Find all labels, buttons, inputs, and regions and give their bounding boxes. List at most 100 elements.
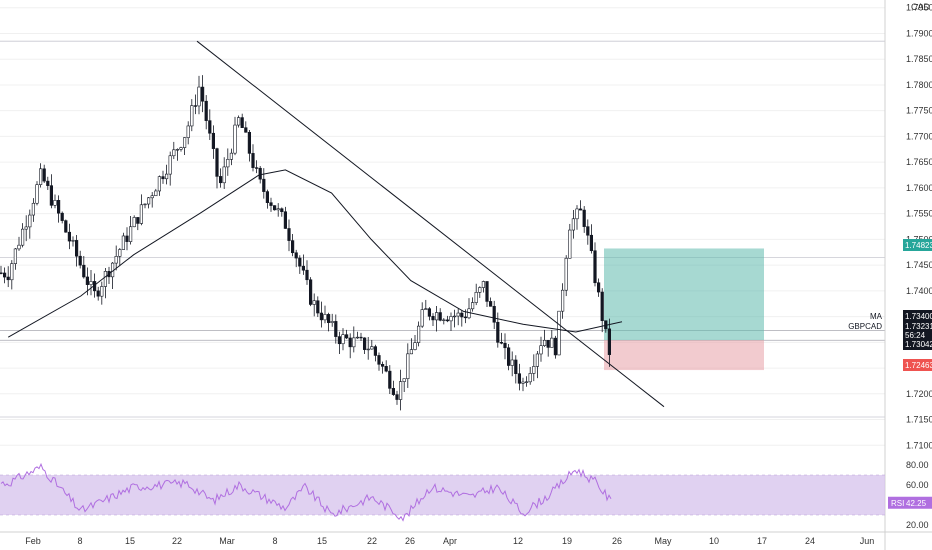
candle <box>96 290 100 297</box>
loss-zone <box>604 340 764 371</box>
candle <box>42 168 46 182</box>
candle <box>496 321 500 343</box>
candle <box>139 204 144 224</box>
candle <box>535 353 539 367</box>
candle <box>31 202 35 216</box>
candles <box>0 75 611 411</box>
candle <box>431 316 435 321</box>
candle <box>467 308 471 319</box>
candle <box>391 388 396 395</box>
candle <box>125 235 129 242</box>
candle <box>150 195 154 199</box>
candle <box>449 316 453 322</box>
date-tick-label: Apr <box>443 536 457 546</box>
candle <box>470 302 475 310</box>
price-tick-label: 1.78000 <box>906 80 932 90</box>
profit-zone <box>604 248 764 341</box>
candle <box>503 342 507 349</box>
candle <box>28 214 32 228</box>
candle <box>208 120 212 134</box>
candle <box>373 346 378 356</box>
price-tag-value: 1.73231 <box>905 322 932 331</box>
position-box <box>604 248 764 371</box>
candle <box>64 220 68 233</box>
candle <box>532 366 536 374</box>
candle <box>582 209 586 227</box>
candle <box>438 312 442 321</box>
candle <box>308 279 313 305</box>
price-tag-label: MA <box>870 312 883 321</box>
candle <box>424 308 428 310</box>
price-tick-label: 1.71500 <box>906 415 932 425</box>
candle <box>499 342 504 344</box>
date-tick-label: 22 <box>367 536 377 546</box>
candle <box>442 319 446 321</box>
candle <box>265 191 270 203</box>
date-tick-label: 8 <box>272 536 277 546</box>
price-tags: 1.74823 MA 1.73400 GBPCAD 1.7323156:241.7304… <box>848 239 932 371</box>
candle <box>157 176 162 192</box>
candle <box>244 127 248 133</box>
candle <box>481 281 486 288</box>
candle <box>463 316 468 319</box>
price-tag-value: 1.74823 <box>905 241 932 250</box>
candle <box>175 149 180 151</box>
candle <box>269 202 273 206</box>
candle <box>355 336 360 339</box>
candle <box>377 355 381 365</box>
candle <box>330 321 334 323</box>
candle <box>179 147 183 150</box>
candle <box>10 263 14 281</box>
candle <box>154 190 158 197</box>
candle <box>290 240 295 254</box>
date-tick-label: 26 <box>405 536 415 546</box>
candle <box>103 271 107 287</box>
candle <box>571 218 575 231</box>
date-tick-label: Mar <box>219 536 235 546</box>
rsi-line <box>0 462 612 522</box>
price-tag-value: 1.73400 <box>905 312 932 321</box>
candle <box>85 276 89 285</box>
candle <box>197 86 201 107</box>
candle <box>280 208 284 213</box>
candle <box>262 178 266 192</box>
candle <box>226 159 230 168</box>
date-tick-label: 24 <box>805 536 815 546</box>
candle <box>337 336 342 345</box>
candle <box>542 339 547 346</box>
candle <box>593 250 597 284</box>
candle <box>20 228 25 246</box>
candle <box>528 373 532 383</box>
date-tick-label: Jun <box>860 536 875 546</box>
date-axis: Feb 8 15 22 Mar 8 15 22 26 Apr 12 19 26 May 10 17 24 Jun <box>25 536 874 546</box>
candle <box>24 226 28 230</box>
price-tick-label: 1.78500 <box>906 54 932 64</box>
candle <box>168 155 172 175</box>
candle <box>474 292 478 303</box>
candle <box>488 301 493 307</box>
candle <box>121 235 125 250</box>
candle <box>416 325 421 343</box>
candle <box>193 105 198 107</box>
candle <box>409 349 414 355</box>
candle <box>607 328 611 355</box>
price-tag-value: 56:24 <box>905 331 926 340</box>
candle <box>147 197 151 205</box>
candle <box>524 381 529 383</box>
candle <box>557 310 561 356</box>
price-tag-box <box>903 310 932 322</box>
candle <box>578 208 583 211</box>
candle <box>89 281 93 285</box>
candle <box>395 394 399 400</box>
candle <box>78 255 82 266</box>
candle <box>161 176 165 180</box>
price-axis: 1.79500 1.79000 1.78500 1.78000 1.77500 1.770… <box>906 2 932 450</box>
candle <box>17 244 21 250</box>
candle <box>118 249 122 257</box>
candle <box>312 300 316 305</box>
price-tag-box <box>903 338 932 350</box>
rsi-name: RSI <box>891 499 904 508</box>
candle <box>370 346 374 350</box>
